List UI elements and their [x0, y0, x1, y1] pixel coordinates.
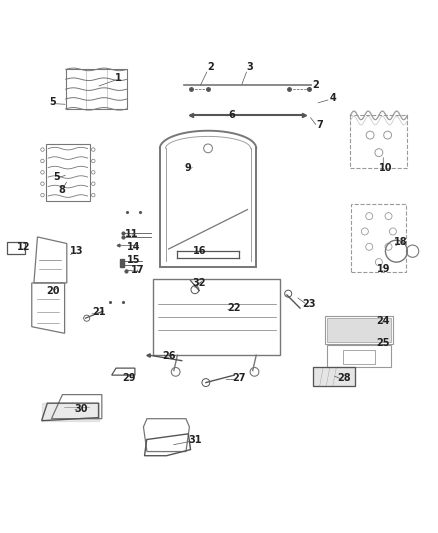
Text: 2: 2: [207, 62, 214, 72]
Bar: [46, 144, 90, 201]
Text: 17: 17: [131, 265, 145, 275]
Text: 7: 7: [316, 120, 323, 131]
Bar: [153, 279, 280, 355]
Text: 26: 26: [162, 351, 175, 361]
Text: 22: 22: [228, 303, 241, 313]
Text: 9: 9: [185, 163, 192, 173]
Text: 25: 25: [377, 338, 390, 348]
Text: 13: 13: [70, 246, 83, 256]
Text: 27: 27: [232, 373, 245, 383]
Text: 16: 16: [193, 246, 206, 256]
Text: 12: 12: [18, 242, 31, 252]
Text: 11: 11: [125, 229, 138, 239]
Text: 18: 18: [394, 237, 408, 247]
Text: 20: 20: [46, 286, 59, 296]
Text: 30: 30: [74, 404, 88, 414]
Text: 3: 3: [246, 62, 253, 72]
Text: 1: 1: [115, 73, 122, 83]
Bar: [343, 351, 375, 364]
Text: 19: 19: [377, 264, 390, 273]
Text: 5: 5: [53, 172, 60, 182]
Text: 24: 24: [377, 316, 390, 326]
Bar: [7, 243, 25, 254]
Text: 15: 15: [127, 255, 140, 265]
Bar: [325, 316, 393, 344]
Bar: [327, 345, 391, 367]
Text: 8: 8: [58, 185, 65, 195]
Text: 6: 6: [229, 110, 236, 120]
Text: 29: 29: [123, 373, 136, 383]
Bar: [327, 318, 391, 342]
Text: 31: 31: [188, 434, 201, 445]
Text: 23: 23: [302, 298, 315, 309]
Text: 28: 28: [337, 373, 351, 383]
Text: 5: 5: [49, 97, 56, 107]
Text: 14: 14: [127, 242, 140, 252]
Bar: [351, 204, 406, 272]
Text: 32: 32: [193, 278, 206, 288]
Bar: [66, 69, 127, 109]
Text: 4: 4: [329, 93, 336, 103]
Text: 2: 2: [312, 80, 319, 90]
Bar: [313, 367, 355, 386]
Text: 10: 10: [379, 163, 392, 173]
Text: 21: 21: [92, 308, 105, 318]
